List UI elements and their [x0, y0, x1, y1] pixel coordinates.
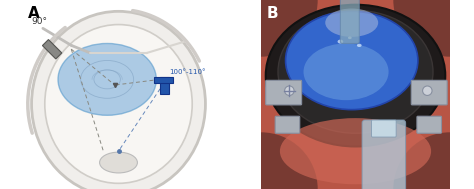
Ellipse shape	[423, 86, 432, 95]
Ellipse shape	[357, 44, 362, 47]
Ellipse shape	[32, 11, 205, 189]
Ellipse shape	[58, 43, 156, 115]
Ellipse shape	[266, 5, 445, 146]
Ellipse shape	[204, 0, 318, 57]
FancyBboxPatch shape	[362, 120, 406, 189]
Text: A: A	[28, 6, 39, 21]
Text: 100°-110°: 100°-110°	[170, 69, 206, 75]
Ellipse shape	[303, 43, 389, 100]
Ellipse shape	[348, 36, 352, 39]
Ellipse shape	[393, 0, 474, 57]
FancyBboxPatch shape	[372, 120, 396, 137]
FancyBboxPatch shape	[275, 116, 300, 133]
FancyBboxPatch shape	[340, 0, 359, 43]
Ellipse shape	[393, 132, 474, 189]
Ellipse shape	[325, 9, 378, 37]
Text: 90°: 90°	[32, 17, 47, 26]
Bar	[160, 77, 169, 94]
Ellipse shape	[285, 11, 418, 110]
Ellipse shape	[278, 10, 433, 133]
FancyBboxPatch shape	[417, 116, 441, 133]
Ellipse shape	[45, 25, 192, 183]
Ellipse shape	[284, 86, 294, 95]
Ellipse shape	[100, 152, 137, 173]
FancyBboxPatch shape	[266, 80, 301, 105]
Ellipse shape	[280, 118, 431, 184]
Bar	[42, 40, 62, 59]
FancyBboxPatch shape	[411, 80, 447, 105]
Text: B: B	[267, 6, 278, 21]
Bar	[155, 77, 173, 83]
Ellipse shape	[204, 132, 318, 189]
Ellipse shape	[337, 40, 343, 43]
